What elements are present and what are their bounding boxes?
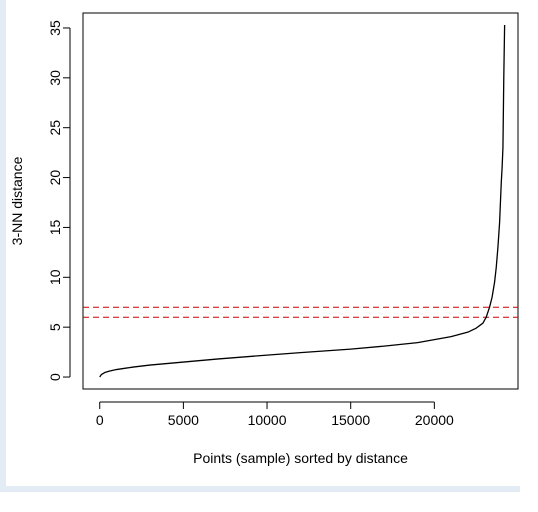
y-tick-label: 25 bbox=[47, 120, 63, 136]
threshold-lines bbox=[83, 306, 518, 318]
y-tick-label: 10 bbox=[47, 269, 63, 285]
bottom-border-strip bbox=[0, 486, 520, 492]
y-axis: 0 5 10 15 20 25 30 35 bbox=[47, 20, 71, 381]
y-axis-label: 3-NN distance bbox=[9, 156, 25, 245]
x-tick-label: 15000 bbox=[331, 412, 370, 428]
x-axis: 0 5000 10000 15000 20000 bbox=[96, 401, 454, 428]
x-tick-label: 0 bbox=[96, 412, 104, 428]
y-tick-label: 35 bbox=[47, 20, 63, 36]
y-tick-label: 5 bbox=[47, 323, 63, 331]
x-axis-label: Points (sample) sorted by distance bbox=[193, 450, 408, 466]
plot-area-border bbox=[82, 12, 519, 390]
y-tick-label: 15 bbox=[47, 219, 63, 235]
x-tick-label: 20000 bbox=[415, 412, 454, 428]
series-group bbox=[99, 24, 506, 378]
x-tick-label: 10000 bbox=[248, 412, 287, 428]
left-border-strip bbox=[0, 0, 6, 490]
series-line bbox=[99, 24, 506, 378]
y-tick-label: 20 bbox=[47, 170, 63, 186]
y-tick-label: 30 bbox=[47, 70, 63, 86]
x-tick-label: 5000 bbox=[168, 412, 199, 428]
y-tick-label: 0 bbox=[47, 373, 63, 381]
